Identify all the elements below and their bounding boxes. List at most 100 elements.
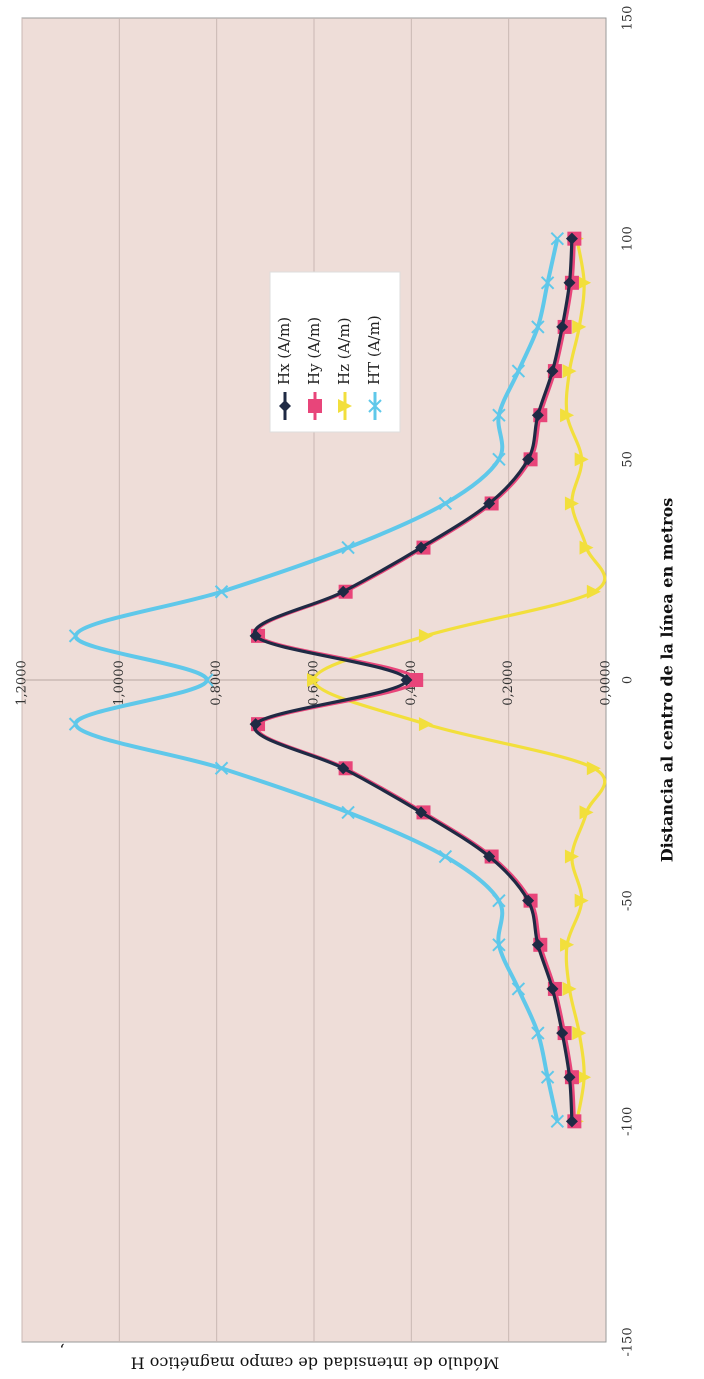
legend-marker <box>308 399 322 413</box>
y-axis-title-mark: , <box>59 1342 64 1361</box>
x-stroke <box>540 1070 555 1084</box>
data-point <box>337 762 350 775</box>
data-point <box>418 628 433 643</box>
data-point <box>586 584 601 599</box>
series-3 <box>68 231 565 1129</box>
data-point <box>560 408 575 423</box>
data-point <box>400 674 413 686</box>
data-point <box>546 982 559 995</box>
data-point <box>307 673 321 687</box>
x-stroke <box>531 1026 545 1040</box>
data-point <box>418 717 433 732</box>
data-point <box>574 452 589 467</box>
x-stroke <box>68 629 83 643</box>
data-point <box>540 1070 555 1084</box>
y-tick-label: 0,8000 <box>209 660 224 706</box>
data-point <box>565 232 578 245</box>
data-point <box>531 409 544 422</box>
legend-entry-3: HT (A/m) <box>365 315 383 420</box>
data-point <box>563 276 576 289</box>
x-stroke <box>200 673 214 687</box>
x-stroke <box>214 761 229 775</box>
legend-marker <box>368 399 382 413</box>
x-tick-label: -50 <box>621 890 636 911</box>
data-point <box>564 849 579 864</box>
legend-entry-0: Hx (A/m) <box>275 317 293 420</box>
data-point <box>522 453 535 466</box>
data-point <box>531 1026 545 1040</box>
data-point <box>579 805 594 820</box>
x-stroke <box>68 717 83 731</box>
x-axis-title: Distancia al centro de la línea en metro… <box>658 498 677 863</box>
x-stroke <box>492 452 506 467</box>
data-point <box>531 938 544 951</box>
data-point <box>546 365 559 378</box>
data-point <box>337 585 350 598</box>
data-point <box>540 276 555 290</box>
y-tick-label: 1,0000 <box>112 660 127 706</box>
data-point <box>438 496 453 511</box>
data-point <box>68 717 83 731</box>
data-point <box>563 1071 576 1084</box>
data-point <box>492 408 506 422</box>
y-tick-label: 1,2000 <box>15 660 30 706</box>
data-point <box>249 629 262 642</box>
data-point <box>492 893 506 908</box>
data-point <box>511 364 526 378</box>
data-point <box>68 629 83 643</box>
x-stroke <box>511 982 526 996</box>
data-point <box>574 893 589 908</box>
data-point <box>562 981 577 996</box>
x-tick-label: 100 <box>621 226 636 251</box>
legend-entry-1: Hy (A/m) <box>305 317 323 420</box>
series-lines <box>68 231 607 1129</box>
data-point <box>565 1115 578 1128</box>
legend-entry-2: Hz (A/m) <box>335 317 353 420</box>
data-point <box>483 850 496 863</box>
x-stroke <box>341 540 355 555</box>
data-point <box>550 231 565 246</box>
data-point <box>572 319 587 334</box>
data-point <box>415 541 428 554</box>
x-stroke <box>492 938 506 952</box>
x-stroke <box>492 893 506 908</box>
data-point <box>586 761 601 776</box>
data-point <box>511 982 526 996</box>
legend-label: Hz (A/m) <box>335 317 353 385</box>
x-tick-label: -150 <box>621 1327 636 1356</box>
data-point <box>214 761 229 775</box>
data-point <box>531 320 545 334</box>
legend-marker <box>338 399 352 413</box>
legend-marker <box>279 400 291 412</box>
y-tick-label: 0,2000 <box>501 660 516 706</box>
data-point <box>556 1027 569 1040</box>
x-stroke <box>438 849 453 864</box>
data-point <box>249 718 262 731</box>
data-point <box>200 673 214 687</box>
legend-label: Hx (A/m) <box>275 317 293 385</box>
legend-box <box>269 271 401 433</box>
data-point <box>341 540 355 555</box>
data-point <box>409 673 424 687</box>
x-tick-label: 50 <box>621 451 636 468</box>
data-point <box>341 805 355 820</box>
data-point <box>415 806 428 819</box>
data-point <box>560 937 575 952</box>
gridlines <box>21 18 606 1342</box>
data-point <box>556 320 569 333</box>
data-point <box>577 275 592 290</box>
data-point <box>522 894 535 907</box>
x-stroke <box>550 231 565 246</box>
x-stroke <box>550 1114 565 1129</box>
x-tick-label: 0 <box>621 676 636 684</box>
data-point <box>214 585 229 599</box>
tick-labels: -150-100-500501001500,00000,20000,40000,… <box>15 6 636 1357</box>
x-stroke <box>540 276 555 290</box>
x-stroke <box>214 585 229 599</box>
data-point <box>579 540 594 555</box>
data-point <box>492 452 506 467</box>
data-point <box>438 849 453 864</box>
x-stroke <box>531 320 545 334</box>
